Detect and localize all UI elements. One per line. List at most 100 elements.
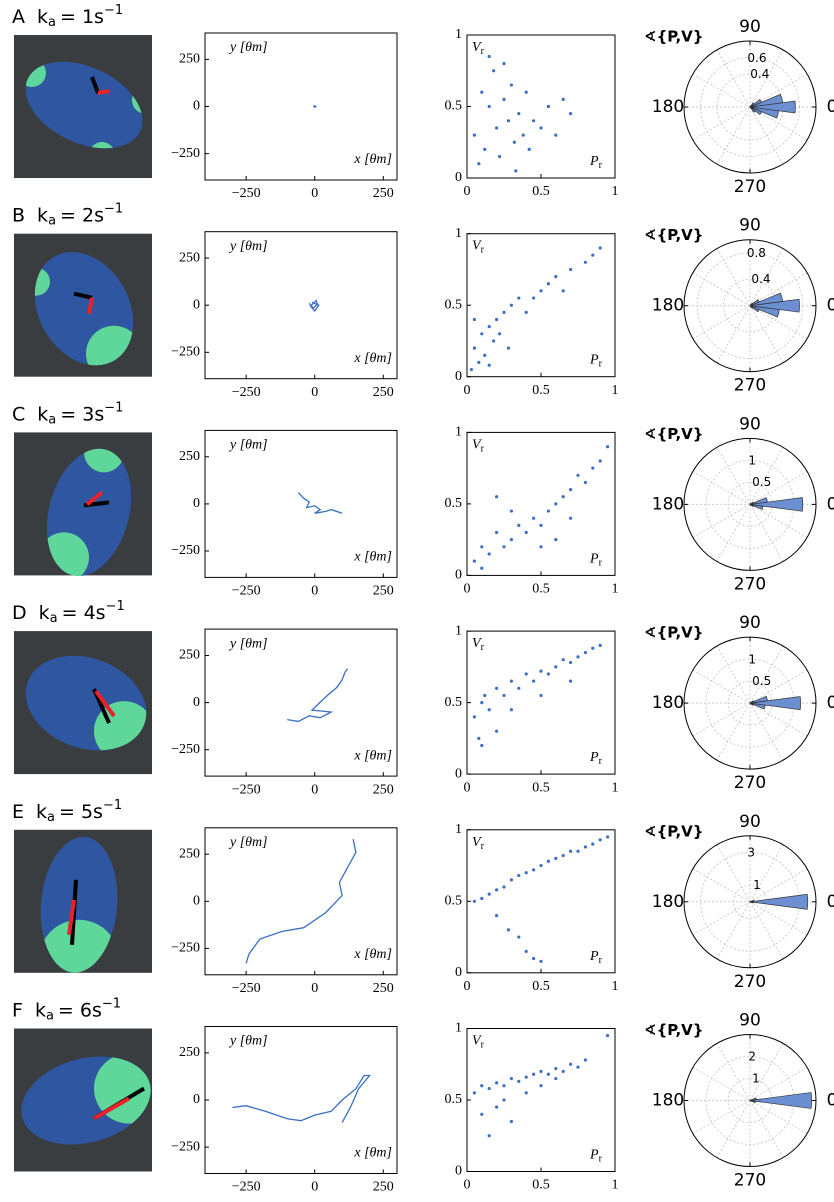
title-sup: −1 — [102, 996, 121, 1011]
polar-bar — [749, 1097, 757, 1101]
title-sup: −1 — [106, 599, 125, 614]
y-label-main: V — [472, 1034, 482, 1049]
scatter-point — [506, 119, 511, 123]
polar-bar — [749, 497, 804, 512]
polar-bar — [749, 298, 800, 313]
scatter-point — [480, 90, 484, 94]
x-tick-label: 250 — [373, 981, 394, 996]
x-tick-label: 0 — [311, 385, 318, 400]
y-label-sub: r — [481, 46, 485, 57]
y-axis-label: y [θm] — [228, 1034, 268, 1049]
y-tick-label: 0 — [455, 369, 462, 384]
x-axis-label: Pr — [589, 552, 603, 569]
theta-tick-label: 0 — [827, 97, 834, 117]
polar-spoke — [692, 106, 751, 141]
scatter-point — [495, 1081, 499, 1085]
y-tick-label: 0.5 — [445, 99, 463, 114]
scatter-point — [497, 332, 502, 336]
y-tick-label: 0 — [455, 1164, 462, 1179]
theta-tick-label: 180 — [652, 892, 684, 912]
scatter-point — [583, 650, 588, 655]
scatter-point — [502, 1084, 506, 1088]
polar-spoke — [692, 702, 751, 737]
r-tick-label: 3 — [747, 846, 755, 860]
x-label-sub: r — [599, 558, 603, 569]
scatter-point — [576, 655, 580, 659]
title-k: k — [36, 800, 47, 822]
scatter-point — [495, 888, 499, 892]
polar-spoke — [749, 470, 808, 505]
scatter-point — [546, 104, 551, 109]
scatter-point — [532, 1072, 536, 1076]
x-tick-label: 0 — [311, 186, 318, 201]
scatter-point — [569, 488, 573, 492]
polar-spoke — [749, 1100, 808, 1134]
scatter-point — [487, 104, 491, 109]
polar-spoke — [749, 645, 784, 704]
y-label-sub: r — [481, 642, 485, 653]
theta-tick-label: 180 — [652, 97, 684, 117]
y-tick-label: 250 — [179, 52, 200, 67]
x-tick-label: 0 — [311, 782, 318, 797]
title-sub: a — [48, 15, 56, 30]
scatter-point — [502, 62, 506, 66]
scatter-point — [554, 275, 558, 279]
scatter-point — [509, 1119, 513, 1124]
polar-spoke — [692, 1067, 751, 1101]
velocity-vector — [94, 689, 116, 718]
panel-letter: C — [12, 403, 25, 425]
scatter-point — [546, 859, 551, 863]
theta-tick-label: 90 — [739, 414, 761, 434]
polar-bar — [749, 701, 752, 704]
scatter-point — [509, 83, 513, 87]
x-tick-label: 0.5 — [532, 383, 550, 398]
polar-spoke — [749, 1043, 784, 1101]
polar-spoke — [716, 305, 751, 364]
x-label-main: P — [589, 750, 599, 765]
y-tick-label: 0 — [193, 297, 200, 312]
scatter-point — [539, 1069, 543, 1073]
scatter-point — [546, 1072, 551, 1076]
scatter-point — [472, 133, 476, 137]
scatter-point — [583, 845, 588, 849]
polar-spoke — [749, 305, 808, 340]
polar-bar — [749, 502, 752, 505]
scatter-point — [517, 935, 521, 939]
theta-tick-label: 270 — [734, 1171, 766, 1191]
scatter-point — [472, 1091, 476, 1095]
theta-tick-label: 90 — [739, 1011, 761, 1031]
y-axis-label: y [θm] — [228, 239, 268, 254]
scatter-point — [606, 1034, 610, 1038]
polar-spoke — [749, 901, 784, 960]
r-tick-label: 0.4 — [750, 67, 769, 81]
scatter-point — [554, 538, 558, 542]
panel-letter: B — [12, 204, 25, 226]
r-tick-label: 0.6 — [747, 51, 766, 65]
scatter-point — [509, 679, 513, 683]
polar-bar — [749, 102, 755, 108]
scatter-point — [480, 701, 484, 705]
polar-bar — [749, 302, 754, 306]
x-axis-label: x [θm] — [353, 351, 392, 366]
y-tick-label: 0 — [455, 170, 462, 185]
scatter-point — [477, 162, 481, 166]
title-sub: a — [48, 213, 56, 228]
scatter-point — [506, 928, 511, 932]
x-tick-label: 1 — [612, 1178, 619, 1193]
y-label-sub: r — [481, 444, 485, 455]
x-label-sub: r — [599, 359, 603, 370]
x-tick-label: 0 — [464, 582, 471, 597]
cell-patches — [39, 919, 119, 976]
polar-bar — [749, 497, 768, 505]
scatter-point — [576, 473, 580, 477]
y-label-main: V — [472, 438, 482, 453]
scatter-point — [546, 672, 551, 676]
scatter-point — [517, 1079, 521, 1084]
scatter-point — [472, 899, 476, 903]
polar-title: ∢{P,V} — [644, 624, 703, 642]
y-tick-label: 0 — [455, 766, 462, 781]
x-tick-label: 0.5 — [532, 979, 550, 994]
